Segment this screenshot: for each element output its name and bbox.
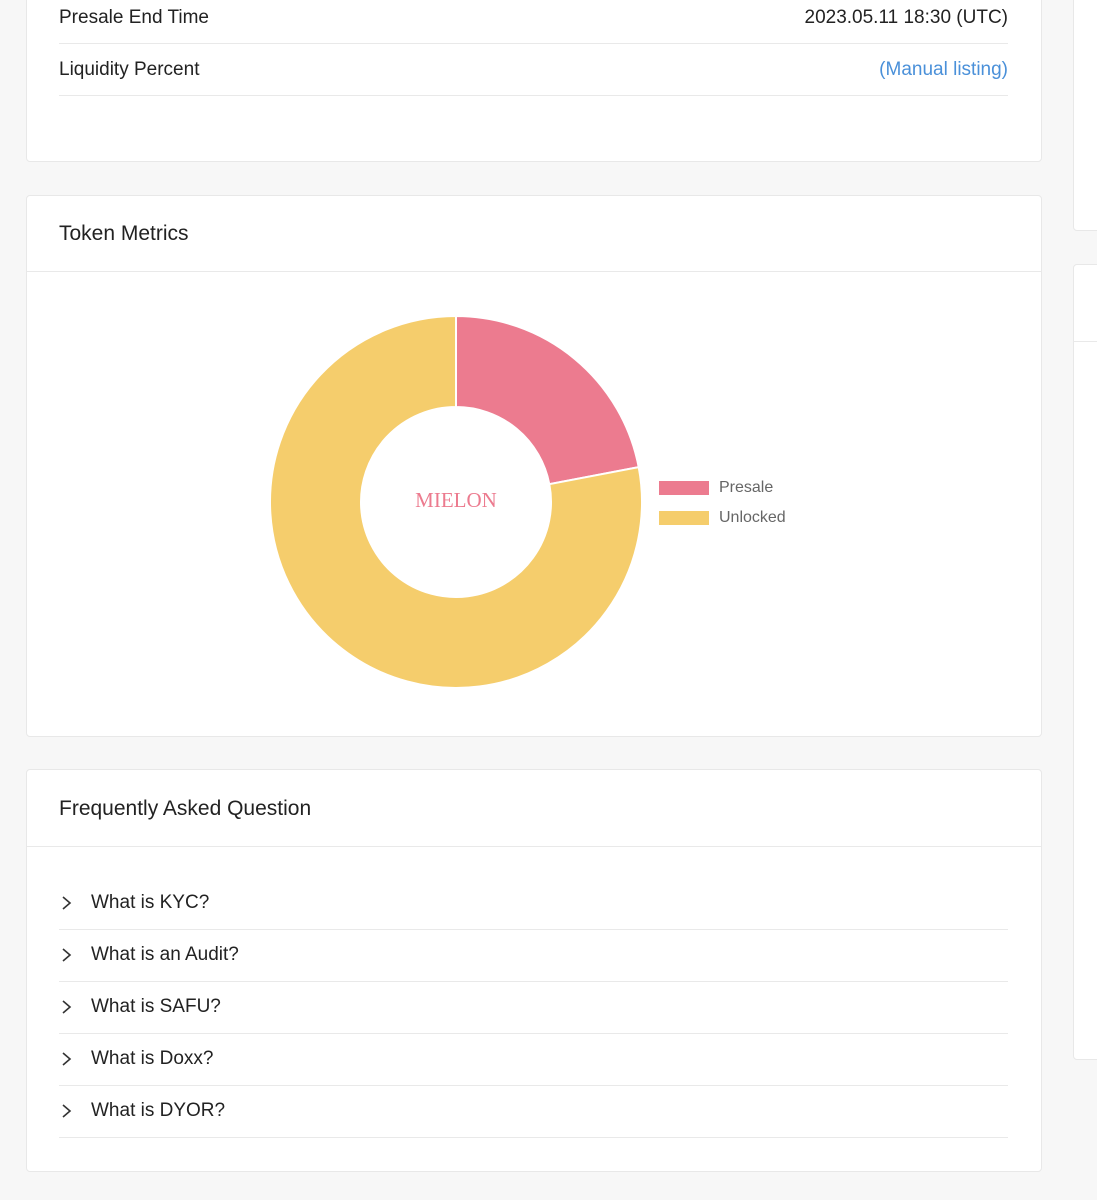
chevron-icon xyxy=(62,1000,72,1014)
row-label: Presale End Time xyxy=(59,7,209,28)
chevron-icon xyxy=(62,1104,72,1118)
faq-question[interactable]: What is Doxx? xyxy=(91,1048,214,1069)
divider xyxy=(59,43,1008,44)
faq-question[interactable]: What is SAFU? xyxy=(91,996,221,1017)
faq-question[interactable]: What is an Audit? xyxy=(91,944,239,965)
faq-question[interactable]: What is KYC? xyxy=(91,892,210,913)
donut-chart: MIELON Presale Unlocked xyxy=(269,314,786,689)
pie-slice xyxy=(455,314,640,486)
legend-swatch xyxy=(659,481,709,495)
divider xyxy=(59,1085,1008,1086)
legend-label: Presale xyxy=(719,479,773,496)
pie-slice xyxy=(269,314,643,689)
divider xyxy=(59,1137,1008,1138)
divider xyxy=(59,981,1008,982)
divider xyxy=(27,271,1041,272)
card-title: Frequently Asked Question xyxy=(59,797,312,820)
faq-question[interactable]: What is DYOR? xyxy=(91,1100,226,1121)
legend-swatch xyxy=(659,511,709,525)
center-label: MIELON xyxy=(415,488,497,512)
divider xyxy=(59,929,1008,930)
divider xyxy=(1073,341,1097,342)
sidebar-card xyxy=(1073,264,1097,1060)
faq-card xyxy=(26,769,1042,1172)
row-label: Liquidity Percent xyxy=(59,59,200,80)
row-value-link[interactable]: (Manual listing) xyxy=(879,59,1008,80)
presale-card xyxy=(26,0,1042,162)
sidebar-card xyxy=(1073,0,1097,231)
row-value: 2023.05.11 18:30 (UTC) xyxy=(804,7,1009,28)
chevron-icon xyxy=(62,896,72,910)
divider xyxy=(27,846,1041,847)
divider xyxy=(59,95,1008,96)
legend-label: Unlocked xyxy=(719,509,786,526)
chevron-icon xyxy=(62,1052,72,1066)
divider xyxy=(59,1033,1008,1034)
chevron-icon xyxy=(62,948,72,962)
card-title: Token Metrics xyxy=(59,222,189,245)
